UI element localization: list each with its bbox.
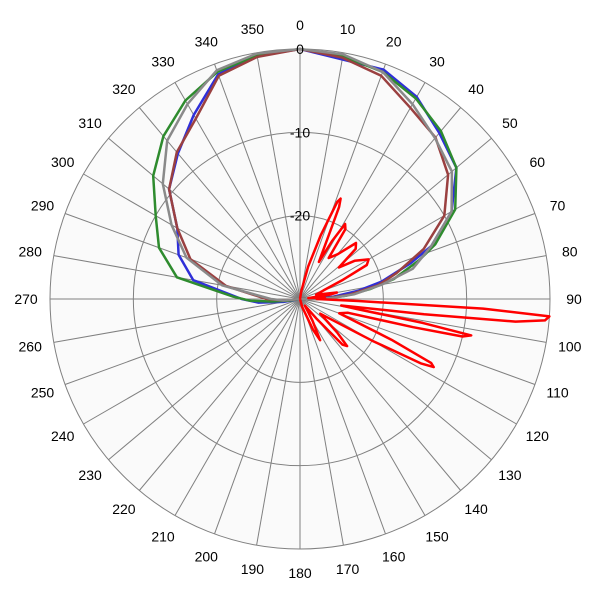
angle-tick-label: 20 [386, 34, 402, 50]
angular-grid-spoke [83, 173, 301, 300]
angle-tick-label: 160 [382, 549, 406, 565]
angle-tick-label: 120 [526, 428, 550, 444]
angular-grid-spoke [299, 63, 386, 300]
angular-grid-spoke [256, 298, 301, 546]
angle-tick-label: 0 [296, 17, 304, 33]
angle-tick-label: 30 [429, 54, 445, 70]
angular-grid-spoke [108, 137, 301, 300]
angle-tick-label: 350 [241, 21, 265, 37]
angular-grid-spoke [299, 107, 462, 300]
angular-grid-spoke [138, 107, 301, 300]
angle-tick-label: 330 [151, 54, 175, 70]
angle-tick-label: 90 [566, 291, 582, 307]
radial-tick-label: -20 [290, 208, 310, 224]
angle-tick-label: 50 [502, 115, 518, 131]
angular-grid-spoke [299, 298, 386, 535]
angular-grid-spoke [299, 52, 344, 300]
angular-grid-spoke [53, 298, 301, 343]
angle-tick-label: 60 [530, 154, 546, 170]
angle-tick-label: 210 [151, 528, 175, 544]
angle-tick-label: 130 [498, 467, 522, 483]
angle-tick-label: 200 [195, 549, 219, 565]
angle-tick-label: 40 [468, 81, 484, 97]
angular-grid-spoke [299, 137, 492, 300]
angle-tick-label: 320 [112, 81, 136, 97]
series-layer [151, 47, 551, 369]
angle-tick-label: 260 [19, 339, 43, 355]
angular-grid-spoke [64, 213, 301, 300]
series-line-5 [298, 197, 551, 369]
angular-grid-spoke [138, 298, 301, 491]
angle-tick-label: 70 [550, 197, 566, 213]
angle-tick-label: 190 [241, 561, 265, 577]
angular-grid-spoke [299, 298, 426, 516]
angular-grid-spoke [299, 173, 517, 300]
angle-tick-label: 180 [288, 565, 312, 581]
angle-tick-label: 250 [31, 385, 55, 401]
angular-grid-spoke [299, 255, 547, 300]
angular-grid-spoke [256, 52, 301, 300]
angle-tick-label: 340 [195, 34, 219, 50]
angle-tick-label: 80 [562, 243, 578, 259]
angle-tick-label: 270 [14, 291, 38, 307]
angle-tick-label: 100 [558, 339, 582, 355]
angular-grid-spoke [64, 298, 301, 385]
angle-tick-label: 230 [78, 467, 102, 483]
radial-tick-label: 0 [296, 41, 304, 57]
angle-tick-label: 10 [340, 21, 356, 37]
angular-grid-spoke [299, 298, 517, 425]
angle-tick-label: 110 [546, 385, 569, 401]
angular-grid-spoke [174, 298, 301, 516]
angular-grid-spoke [108, 298, 301, 461]
label-layer: 0 10 20 30 40 50 60 70 80 90 100 110 120 130 140 150 160… [14, 17, 582, 581]
angle-tick-label: 300 [51, 154, 75, 170]
angle-tick-label: 140 [464, 501, 488, 517]
angular-grid-spoke [299, 298, 462, 491]
angle-tick-label: 150 [425, 528, 449, 544]
angle-tick-label: 280 [19, 243, 43, 259]
angular-grid-spoke [83, 298, 301, 425]
angular-grid-spoke [214, 63, 301, 300]
angle-tick-label: 290 [31, 197, 55, 213]
angle-tick-label: 220 [112, 501, 136, 517]
angle-tick-label: 310 [78, 115, 102, 131]
angle-tick-label: 170 [336, 561, 360, 577]
angle-tick-label: 240 [51, 428, 75, 444]
angular-grid-spoke [214, 298, 301, 535]
angular-grid-spoke [299, 82, 426, 300]
radial-tick-label: -10 [290, 124, 310, 140]
angular-grid-spoke [299, 298, 344, 546]
